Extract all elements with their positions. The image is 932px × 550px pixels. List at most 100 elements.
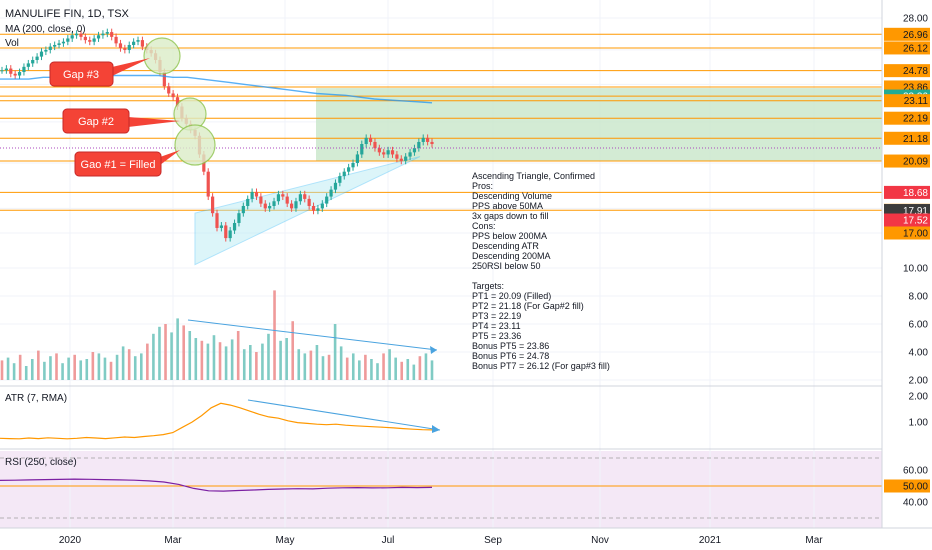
volume-bar [224, 346, 228, 380]
note-line: Targets: [472, 281, 504, 291]
volume-bar [279, 340, 282, 380]
price-tick-label: 17.00 [903, 229, 928, 240]
price-tick-label: 17.52 [903, 216, 928, 227]
note-line: PPS above 50MA [472, 201, 543, 211]
candle-body [272, 201, 276, 206]
candle-body [175, 97, 180, 107]
price-tick-label: 6.00 [909, 320, 929, 331]
volume-trendline [187, 319, 438, 351]
volume-bar [261, 343, 264, 380]
candle-body [114, 36, 118, 44]
candle-body [276, 194, 281, 202]
note-line: PT2 = 21.18 (For Gap#2 fill) [472, 301, 584, 311]
candle-body [347, 167, 351, 172]
price-tick-badge [884, 226, 930, 240]
price-tick-badge [884, 111, 930, 125]
candle-body [417, 141, 421, 149]
price-tick-label: 23.86 [903, 82, 928, 93]
target-levels [0, 33, 882, 211]
candle-body [320, 203, 324, 209]
atr-trendline [247, 399, 441, 431]
price-tick-badge [884, 27, 930, 41]
note-line: PPS below 200MA [472, 231, 547, 241]
volume-bar [139, 353, 143, 380]
volume-bar [164, 324, 167, 380]
volume-bar [97, 353, 101, 380]
candle-body [79, 33, 83, 37]
candle-body [219, 225, 223, 228]
gap1-circle [174, 124, 216, 166]
volume-bar [109, 361, 113, 380]
time-tick-label: 2021 [699, 535, 722, 546]
volume-trend-arrow [430, 346, 437, 354]
volume-bar [6, 357, 10, 380]
volume-bar [309, 350, 313, 380]
gap3-circle [143, 37, 181, 75]
volume-bar [364, 354, 367, 380]
candle-body [408, 152, 412, 157]
candle-body [136, 40, 140, 42]
candle-body [421, 137, 425, 142]
volume-bar [61, 363, 64, 380]
volume-bar [55, 353, 58, 380]
candle-body [171, 93, 175, 98]
volume-bar [285, 338, 288, 380]
volume-bar [91, 352, 95, 380]
candle-body [303, 194, 307, 199]
candle-body [285, 196, 289, 204]
candle-body [127, 44, 131, 50]
candle-body [268, 205, 272, 209]
candle-body [386, 150, 390, 155]
candle-body [338, 176, 342, 183]
volume-bar [146, 343, 149, 380]
gap3-callout[interactable]: Gap #3 [49, 58, 150, 87]
volume-bar [30, 359, 34, 380]
volume-bar [158, 326, 161, 380]
volume-bar [351, 353, 355, 380]
candle-body [373, 141, 377, 149]
volume-bar [194, 338, 198, 380]
gap1-label: Gao #1 = Filled [81, 159, 156, 171]
candle-body [66, 38, 70, 42]
rsi-pane-background [0, 451, 882, 528]
candle-body [92, 38, 96, 42]
note-line: PT5 = 23.36 [472, 331, 521, 341]
candle-body [215, 213, 219, 228]
candle-body [241, 205, 245, 214]
volume-bar [218, 342, 222, 380]
gap1-callout[interactable]: Gao #1 = Filled [74, 150, 180, 177]
candle-body [44, 49, 48, 52]
volume-bar [358, 360, 361, 380]
volume-bar [418, 356, 422, 380]
volume-bar [24, 366, 28, 380]
volume-bar [206, 343, 210, 380]
gap2-callout[interactable]: Gap #2 [62, 108, 180, 134]
atr-line [0, 402, 433, 440]
volume-bar [0, 360, 4, 380]
time-tick-label: Jul [382, 535, 395, 546]
time-tick-label: May [276, 535, 295, 546]
rsi-tick-label: 40.00 [903, 498, 928, 509]
note-line: Ascending Triangle, Confirmed [472, 171, 595, 181]
price-tick-label: 26.12 [903, 43, 928, 54]
candle-body [426, 137, 430, 142]
atr-axis-labels: 2.00 1.00 [909, 392, 929, 429]
price-tick-badge [884, 41, 930, 55]
note-line: 250RSI below 50 [472, 261, 541, 271]
note-line: Bonus PT6 = 24.78 [472, 351, 549, 361]
price-tick-label: 4.00 [909, 348, 929, 359]
candle-body [399, 158, 403, 161]
price-tick-badge [884, 94, 930, 108]
volume-bar [249, 345, 252, 380]
note-line: 3x gaps down to fill [472, 211, 549, 221]
atr-label: ATR (7, RMA) [5, 393, 67, 404]
candle-body [88, 40, 92, 42]
candle-body [35, 56, 39, 60]
price-tick-badge [884, 185, 930, 199]
note-line: PT1 = 20.09 (Filled) [472, 291, 551, 301]
candle-body [294, 201, 298, 209]
volume-bar [345, 357, 349, 380]
volume-bar [73, 354, 76, 380]
volume-bar [382, 353, 385, 380]
